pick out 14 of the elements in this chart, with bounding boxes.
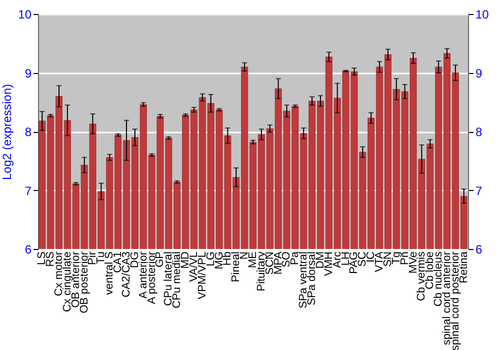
y-tick-label: 9	[24, 66, 32, 80]
y2-tick-label: 6	[476, 242, 482, 256]
y-tick-label: 7	[24, 184, 32, 198]
y-tick-label: 6	[24, 242, 32, 256]
y2-tick-label: 8	[476, 125, 482, 139]
y-tick-label: 8	[24, 125, 32, 139]
x-tick-label: Tg	[390, 252, 402, 264]
x-tick-label: A posterior	[146, 251, 158, 304]
x-tick-label: OB posterior	[78, 251, 90, 314]
y2-tick-label: 7	[476, 184, 482, 198]
y2-tick-label: 10	[476, 8, 490, 22]
y2-tick-label: 9	[476, 66, 482, 80]
y-axis-title: Log2 (expression)	[0, 84, 14, 180]
y-tick-label: 10	[18, 8, 32, 22]
